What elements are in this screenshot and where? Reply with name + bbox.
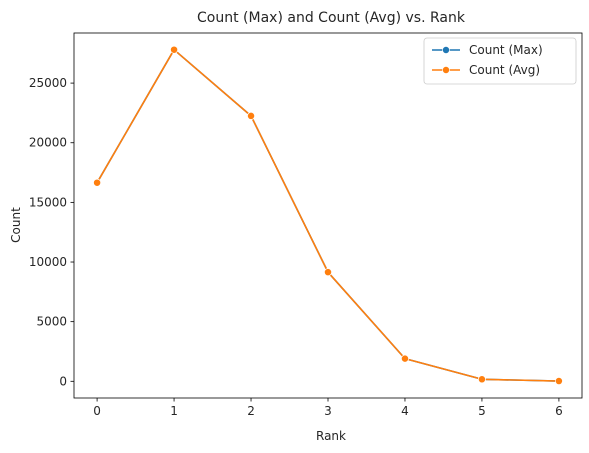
x-tick-label: 1 [170, 404, 178, 418]
series-line-0 [96, 48, 559, 382]
y-tick-label: 25000 [29, 76, 67, 90]
y-tick-label: 20000 [29, 136, 67, 150]
plot-area: 0 1 2 3 4 5 6 0 5000 10000 15000 20000 25000 [29, 32, 583, 418]
x-tick-label: 2 [247, 404, 255, 418]
series-1-point [554, 377, 563, 386]
y-axis-title: Count [9, 207, 23, 243]
chart-title: Count (Max) and Count (Avg) vs. Rank [197, 10, 466, 26]
y-tick-label: 0 [59, 374, 67, 388]
x-tick-label: 0 [93, 404, 101, 418]
x-tick-label: 6 [555, 404, 563, 418]
x-axis-title: Rank [316, 429, 346, 443]
legend-marker-1 [442, 66, 450, 74]
y-tick-label: 15000 [29, 195, 67, 209]
legend: Count (Max) Count (Avg) [423, 37, 577, 85]
series-1-point [247, 111, 255, 120]
series-line-1 [96, 48, 559, 382]
y-tick-label: 10000 [29, 255, 67, 269]
series-1-point [324, 268, 332, 277]
legend-marker-0 [442, 46, 450, 54]
y-tick-label: 5000 [36, 315, 67, 329]
plot-frame [73, 32, 583, 399]
x-tick-label: 5 [478, 404, 486, 418]
series-1-point [93, 178, 102, 187]
legend-label-0: Count (Max) [469, 43, 543, 57]
series-1-point [477, 375, 486, 384]
legend-label-1: Count (Avg) [469, 63, 540, 77]
series-1-point [170, 45, 179, 54]
legend-box [423, 37, 577, 85]
x-tick-label: 4 [401, 404, 409, 418]
x-tick-label: 3 [324, 404, 332, 418]
series-1-point [401, 354, 409, 363]
